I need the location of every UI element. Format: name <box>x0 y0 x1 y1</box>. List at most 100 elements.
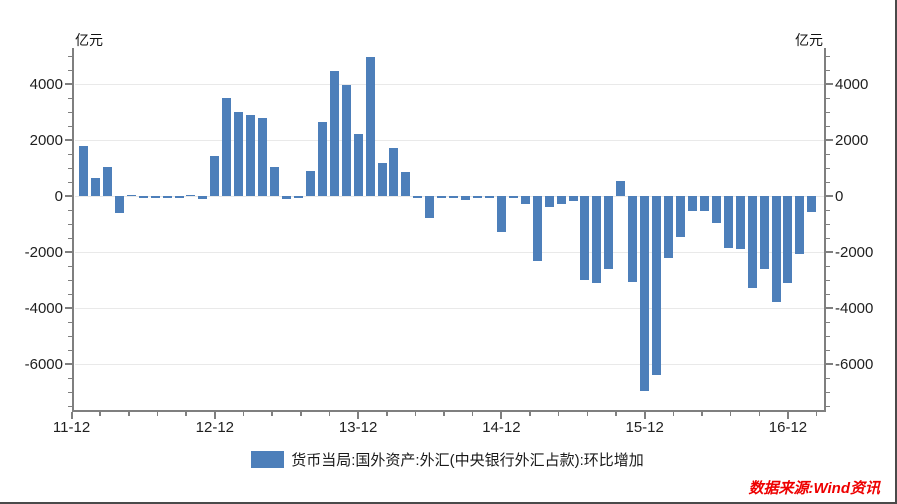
bar-2016-10 <box>759 196 769 269</box>
y-minor-tick-right <box>826 279 830 281</box>
y-major-tick-left <box>65 195 72 197</box>
y-minor-tick-right <box>826 265 830 267</box>
x-minor-tick <box>414 412 417 416</box>
y-minor-tick-left <box>68 55 72 57</box>
y-minor-tick-right <box>826 111 830 113</box>
y-minor-tick-right <box>826 125 830 127</box>
x-minor-tick <box>128 412 130 416</box>
y-minor-tick-right <box>826 97 830 99</box>
x-major-tick <box>213 412 216 419</box>
bar-2013-03 <box>246 115 256 196</box>
bar-2014-07 <box>437 196 447 198</box>
bar-2016-02 <box>664 196 674 259</box>
bar-2014-01 <box>365 56 375 196</box>
x-major-tick <box>786 412 789 419</box>
x-tick-label: 12-12 <box>195 419 235 436</box>
legend-swatch <box>251 451 285 468</box>
bar-2014-12 <box>496 196 506 232</box>
gridline-4000 <box>75 83 824 85</box>
bar-2015-07 <box>580 196 590 280</box>
y-major-tick-left <box>65 363 72 365</box>
bar-2015-05 <box>556 196 566 205</box>
y-major-tick-right <box>826 195 833 197</box>
y-tick-label-right: -6000 <box>835 356 874 373</box>
bar-2016-11 <box>771 196 781 303</box>
bar-2015-04 <box>544 196 554 208</box>
x-major-tick <box>70 412 73 419</box>
y-minor-tick-right <box>826 335 830 337</box>
bar-2012-10 <box>186 194 196 196</box>
bar-2013-12 <box>353 134 363 196</box>
y-tick-label-right: -4000 <box>835 300 874 317</box>
y-tick-label-left: 4000 <box>29 76 63 93</box>
y-minor-tick-left <box>68 153 72 155</box>
y-minor-tick-left <box>68 377 72 379</box>
bar-2015-01 <box>508 196 518 198</box>
bar-2014-06 <box>425 196 435 219</box>
y-minor-tick-left <box>68 167 72 169</box>
y-minor-tick-right <box>826 181 830 183</box>
bar-2015-06 <box>568 196 578 202</box>
bar-2012-09 <box>174 196 184 198</box>
bar-2013-08 <box>305 170 315 196</box>
y-tick-label-left: -2000 <box>24 244 63 261</box>
x-minor-tick <box>271 412 273 416</box>
x-tick-label: 13-12 <box>338 419 378 436</box>
bar-2012-01 <box>79 146 88 196</box>
y-minor-tick-right <box>826 391 830 393</box>
bar-2012-06 <box>138 196 148 198</box>
y-tick-label-left: -4000 <box>24 300 63 317</box>
x-minor-tick <box>156 412 159 416</box>
bar-2012-02 <box>90 178 100 196</box>
gridline-2000 <box>75 139 824 141</box>
bar-2013-01 <box>222 98 232 196</box>
y-tick-label-left: 2000 <box>29 132 63 149</box>
y-major-tick-right <box>826 363 833 365</box>
y-minor-tick-right <box>826 223 830 225</box>
bar-2012-07 <box>150 196 160 198</box>
bar-2017-01 <box>795 196 805 254</box>
bar-2016-06 <box>711 196 721 223</box>
x-minor-tick <box>701 412 703 416</box>
bar-2012-11 <box>198 196 208 199</box>
y-minor-tick-left <box>68 223 72 225</box>
y-minor-tick-left <box>68 97 72 99</box>
y-minor-tick-left <box>68 279 72 281</box>
x-minor-tick <box>586 412 589 416</box>
bar-2013-07 <box>293 196 303 199</box>
y-minor-tick-left <box>68 209 72 211</box>
x-tick-label: 16-12 <box>768 419 808 436</box>
y-minor-tick-left <box>68 69 72 71</box>
bar-2014-09 <box>461 196 471 201</box>
x-minor-tick <box>471 412 474 416</box>
y-minor-tick-left <box>68 293 72 295</box>
x-minor-tick <box>328 412 331 416</box>
y-minor-tick-left <box>68 335 72 337</box>
y-minor-tick-left <box>68 349 72 351</box>
bar-2014-11 <box>484 196 494 198</box>
bar-2016-04 <box>687 196 697 212</box>
x-axis <box>72 410 826 412</box>
x-minor-tick <box>557 412 560 416</box>
bar-2012-04 <box>114 196 124 214</box>
x-minor-tick <box>615 412 617 416</box>
y-minor-tick-left <box>68 111 72 113</box>
data-source-note: 数据来源:Wind资讯 <box>748 480 880 497</box>
x-minor-tick <box>242 412 245 416</box>
y-minor-tick-right <box>826 349 830 351</box>
y-minor-tick-left <box>68 265 72 267</box>
bar-2012-08 <box>162 196 172 198</box>
y-major-tick-right <box>826 139 833 141</box>
gridline--6000 <box>75 363 824 365</box>
y-minor-tick-right <box>826 167 830 169</box>
bar-2013-06 <box>281 196 291 200</box>
y-minor-tick-right <box>826 237 830 239</box>
x-minor-tick <box>529 412 531 416</box>
bar-2013-11 <box>341 85 351 196</box>
bar-2014-03 <box>389 148 399 196</box>
bar-2013-09 <box>317 121 327 196</box>
y-major-tick-left <box>65 307 72 309</box>
bar-2016-08 <box>735 196 745 249</box>
bar-2016-12 <box>783 196 793 283</box>
x-minor-tick <box>729 412 732 416</box>
